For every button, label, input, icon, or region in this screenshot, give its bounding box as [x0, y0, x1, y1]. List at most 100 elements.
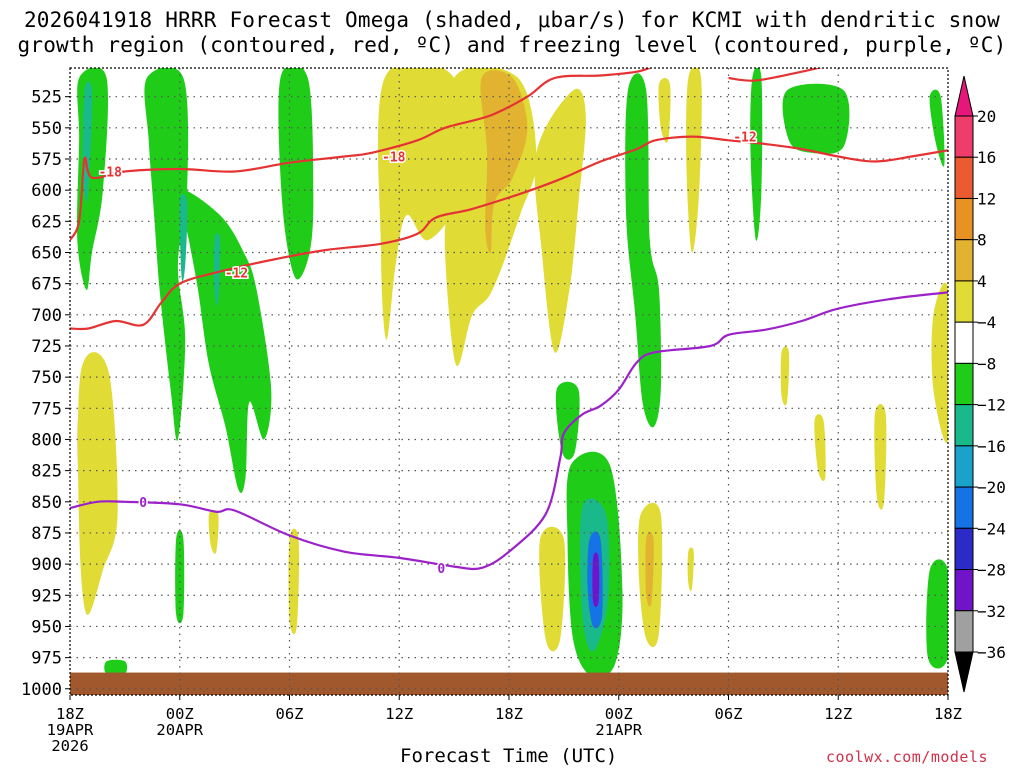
omega-region-yellow-915: [539, 526, 566, 652]
y-axis: 525 550 575 600 625 650 675 700 725 750 775 800 825 8…: [21, 88, 70, 700]
chart-title-line-2: growth region (contoured, red, ºC) and f…: [17, 33, 1007, 57]
y-tick-label: 725: [31, 337, 62, 357]
omega-region-green-col-2: [144, 68, 189, 441]
contour-line--12: [70, 135, 948, 331]
colorbar-segment: [954, 156, 974, 199]
x-tick-label: 12Z: [385, 705, 413, 723]
contour-label: -18: [382, 151, 406, 166]
omega-region-yellow-810: [874, 403, 887, 510]
omega-region-yellow-815: [814, 414, 826, 482]
contour-line-0: [70, 291, 948, 571]
contour-label: 0: [437, 562, 445, 577]
y-tick-label: 650: [31, 243, 62, 263]
omega-region-yellow-905: [687, 547, 694, 592]
colorbar-bottom-arrow: [954, 651, 974, 693]
colorbar-segment: [954, 321, 974, 364]
colorbar-label: −20: [977, 478, 1006, 497]
x-tick-label: 18Z: [934, 705, 962, 723]
x-tick-label: 19APR: [47, 721, 94, 739]
omega-region-green-right-1: [625, 73, 662, 428]
y-tick-label: 925: [31, 586, 62, 606]
colorbar-legend: 20 16 12 8 4 −4 −8 −12 −16 −20 −24 −28 −32 −36: [954, 75, 1006, 693]
omega-region-yellow-right-edge: [931, 282, 948, 443]
colorbar-label: −8: [977, 354, 996, 373]
y-tick-label: 575: [31, 150, 62, 170]
x-tick-label: 00Z: [166, 705, 194, 723]
colorbar-label: −36: [977, 643, 1006, 662]
x-tick-label: 18Z: [56, 705, 84, 723]
omega-region-green-right-low: [926, 559, 948, 669]
omega-region-yellow-740: [780, 346, 790, 406]
colorbar-label: −24: [977, 519, 1006, 538]
y-tick-label: 750: [31, 368, 62, 388]
colorbar-label: −28: [977, 561, 1006, 580]
omega-region-teal-early: [82, 81, 93, 203]
omega-region-yellow-865: [208, 509, 219, 554]
colorbar-label: −12: [977, 396, 1006, 415]
y-tick-label: 525: [31, 88, 62, 108]
colorbar-label: 16: [977, 148, 996, 167]
omega-region-green-right-4: [929, 89, 945, 167]
omega-region-orange-885: [645, 531, 654, 607]
x-tick-label: 06Z: [276, 705, 304, 723]
y-tick-label: 850: [31, 493, 62, 513]
x-axis-label: Forecast Time (UTC): [400, 745, 618, 767]
colorbar-segment: [954, 197, 974, 241]
omega-region-green-925: [175, 529, 185, 624]
x-tick-label: 2026: [51, 737, 88, 755]
ground-surface: [70, 672, 948, 695]
omega-region-yellow-900: [288, 528, 300, 635]
x-tick-label: 18Z: [495, 705, 523, 723]
colorbar-segment: [954, 445, 974, 488]
omega-region-green-right-2: [750, 68, 763, 241]
omega-shading: [76, 68, 948, 679]
colorbar-segment-gray: [954, 610, 974, 653]
contour-line--18: [70, 68, 653, 241]
omega-region-teal-col-3b: [213, 232, 221, 306]
x-tick-label: 06Z: [715, 705, 743, 723]
contour-label: -12: [225, 266, 248, 281]
colorbar-segment: [954, 239, 974, 282]
omega-region-yellow-low-left: [77, 352, 118, 615]
x-tick-label: 12Z: [824, 705, 852, 723]
omega-region-green-right-3: [782, 83, 850, 155]
colorbar-segment: [954, 527, 974, 571]
y-tick-label: 950: [31, 617, 62, 637]
y-tick-label: 875: [31, 524, 62, 544]
grid: [70, 68, 948, 695]
colorbar-segment: [954, 280, 974, 323]
colorbar-label: 20: [977, 107, 996, 126]
y-tick-label: 675: [31, 275, 62, 295]
omega-region-yellow-mid-3: [534, 88, 586, 353]
colorbar-top-arrow: [954, 75, 974, 117]
colorbar-label: 4: [977, 272, 987, 291]
source-credit: coolwx.com/models: [826, 748, 989, 766]
y-tick-label: 825: [31, 462, 62, 482]
colorbar-segment: [954, 362, 974, 406]
x-tick-label: 00Z: [605, 705, 633, 723]
y-tick-label: 975: [31, 649, 62, 669]
colorbar-segment: [954, 569, 974, 612]
omega-region-teal-col-3: [179, 194, 188, 282]
colorbar-label: 12: [977, 189, 996, 208]
contour-line: [728, 68, 823, 82]
contour-label: -12: [733, 131, 756, 146]
contour-label: -18: [98, 165, 122, 180]
y-tick-label: 700: [31, 306, 62, 326]
colorbar-segment: [954, 404, 974, 447]
omega-region-yellow-right-1: [658, 77, 671, 143]
temperature-contours: -18 -18 -12 -12 0 0: [70, 68, 948, 578]
x-tick-label: 21APR: [595, 721, 642, 739]
omega-region-green-col-4: [278, 68, 314, 280]
ground-fill: [70, 672, 948, 695]
x-tick-label: 20APR: [156, 721, 203, 739]
omega-region-purple-low: [592, 552, 600, 607]
y-tick-label: 625: [31, 212, 62, 232]
colorbar-label: −16: [977, 437, 1006, 456]
chart-title-line-1: 2026041918 HRRR Forecast Omega (shaded, …: [23, 8, 1001, 32]
y-tick-label: 550: [31, 119, 62, 139]
y-tick-label: 600: [31, 181, 62, 201]
contour-label: 0: [139, 496, 147, 511]
